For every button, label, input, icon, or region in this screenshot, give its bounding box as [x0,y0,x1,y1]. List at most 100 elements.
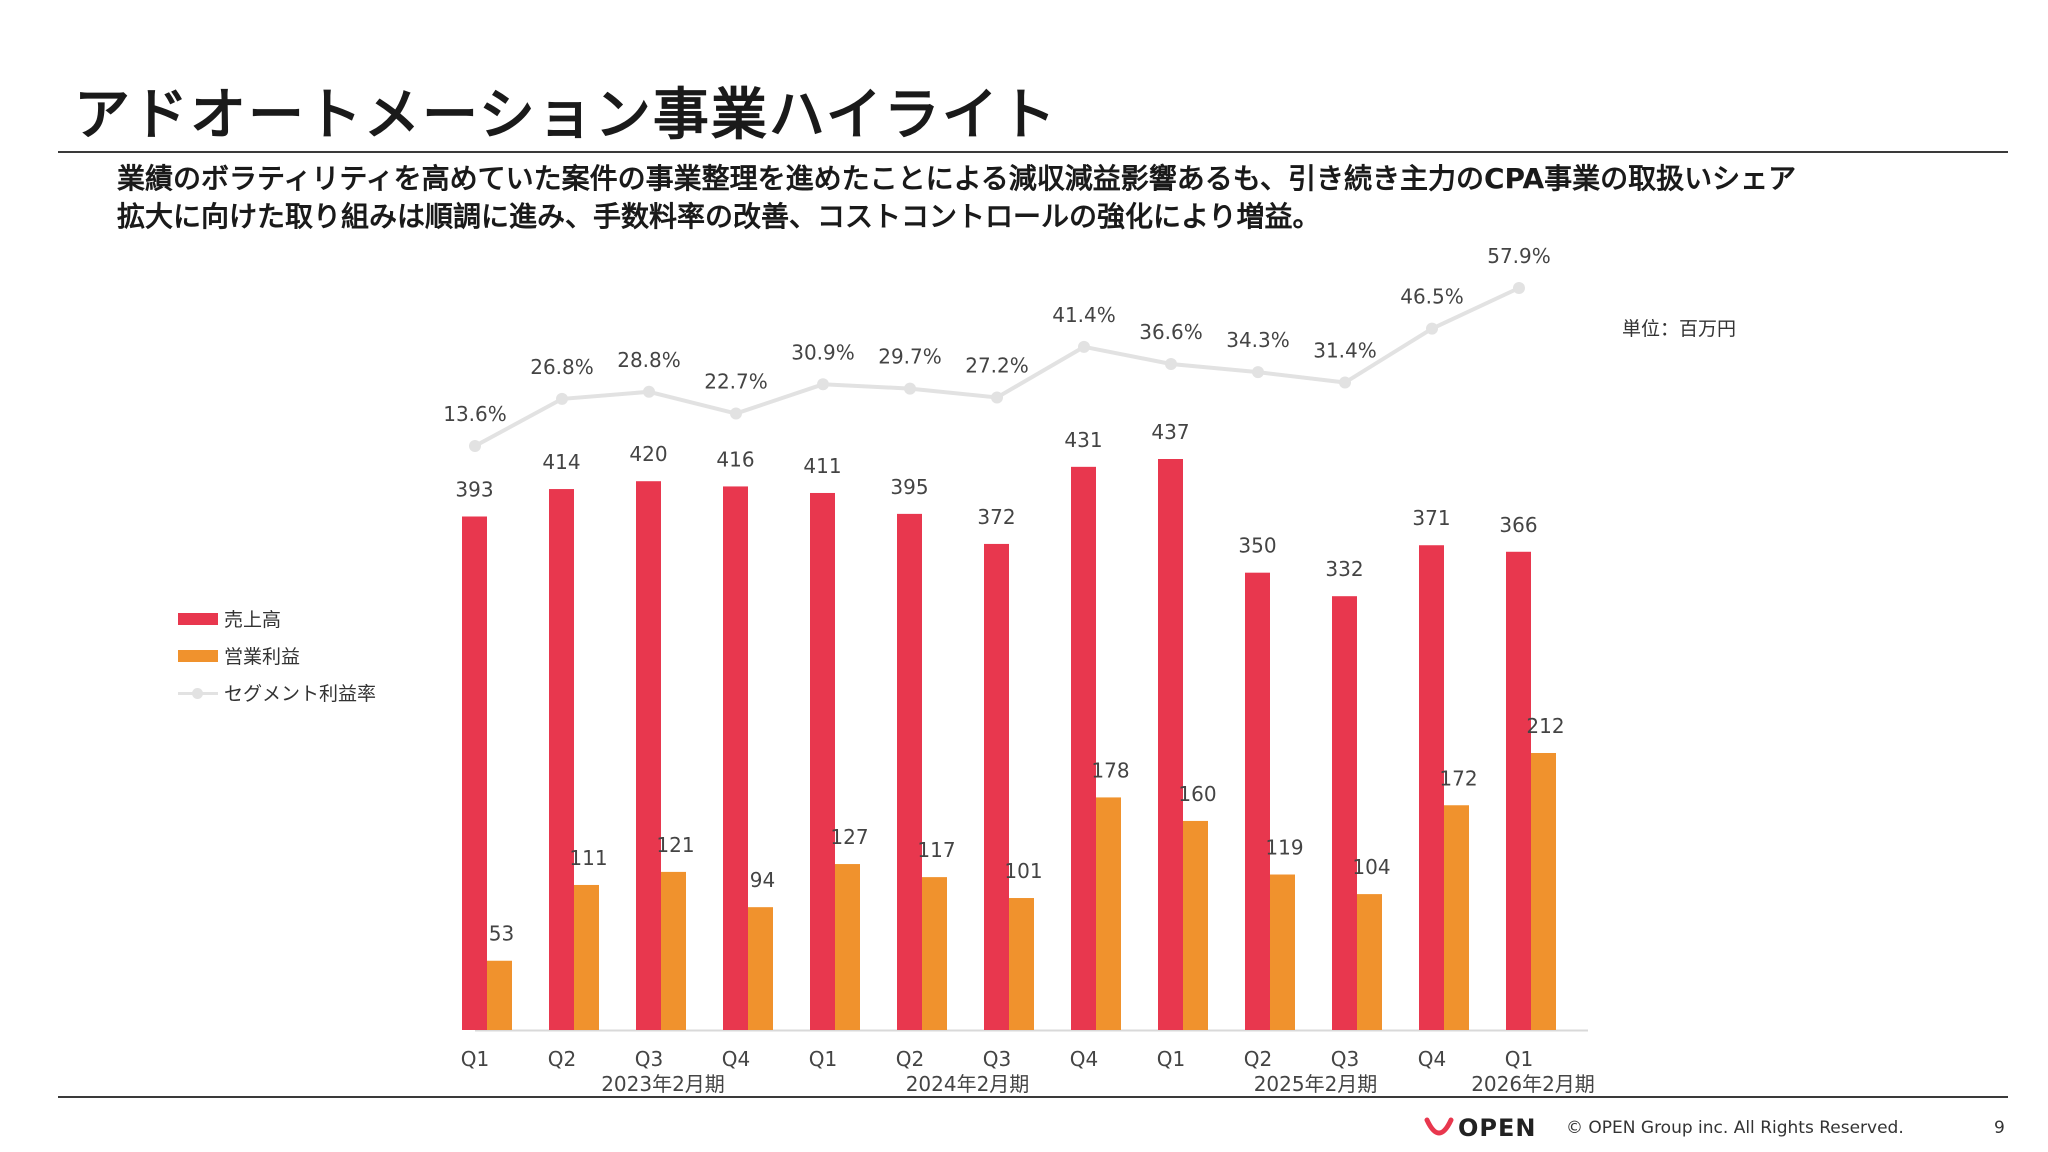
x-tick-label: Q4 [722,1047,750,1071]
operating-profit-data-label: 160 [1178,782,1216,806]
margin-data-label: 28.8% [617,348,681,372]
revenue-bar [1332,596,1357,1030]
margin-data-label: 13.6% [443,402,507,426]
fiscal-year-label: 2023年2月期 [601,1072,725,1096]
x-tick-label: Q1 [461,1047,489,1071]
revenue-data-label: 372 [977,505,1015,529]
operating-profit-data-label: 121 [656,833,694,857]
legend-swatch-margin [178,686,218,700]
copyright: © OPEN Group inc. All Rights Reserved. [1566,1118,1904,1138]
revenue-data-label: 420 [629,442,667,466]
fiscal-year-label: 2025年2月期 [1254,1072,1378,1096]
operating-profit-data-label: 53 [489,922,514,946]
fiscal-year-label: 2026年2月期 [1471,1072,1595,1096]
revenue-data-label: 332 [1325,557,1363,581]
revenue-data-label: 416 [716,447,754,471]
revenue-bar [1419,545,1444,1030]
x-tick-label: Q1 [1157,1047,1185,1071]
margin-point [904,382,916,395]
revenue-bar [897,513,922,1030]
revenue-bar [636,481,661,1030]
x-tick-label: Q3 [635,1047,663,1071]
open-logo: OPEN [1424,1114,1536,1142]
operating-profit-data-label: 127 [830,825,868,849]
margin-data-label: 57.9% [1487,244,1551,268]
operating-profit-data-label: 117 [917,838,955,862]
operating-profit-bar [1096,797,1121,1030]
legend-swatch-revenue [178,612,218,625]
operating-profit-bar [1183,820,1208,1030]
legend-label-revenue: 売上高 [224,609,282,631]
margin-data-label: 29.7% [878,345,942,369]
operating-profit-bar [574,884,599,1030]
revenue-data-label: 414 [542,450,580,474]
operating-profit-bar [1270,874,1295,1030]
open-logo-icon [1424,1117,1454,1136]
margin-data-label: 34.3% [1226,328,1290,352]
revenue-bar [462,516,487,1030]
operating-profit-bar [835,864,860,1030]
revenue-data-label: 371 [1412,506,1450,530]
margin-point [817,378,829,391]
revenue-bar [1245,572,1270,1030]
operating-profit-data-label: 172 [1439,766,1477,790]
legend-item-revenue: 売上高 [178,600,376,637]
revenue-data-label: 350 [1238,534,1276,558]
operating-profit-bar [487,960,512,1030]
revenue-bar [810,492,835,1030]
margin-point [643,385,655,398]
summary-line-2: 拡大に向けた取り組みは順調に進み、手数料率の改善、コストコントロールの強化により… [117,200,1321,233]
revenue-bar [549,489,574,1031]
margin-point [1339,376,1351,389]
margin-data-label: 22.7% [704,370,768,394]
x-tick-label: Q3 [1331,1047,1359,1071]
legend-label-operating-profit: 営業利益 [224,646,301,668]
revenue-data-label: 393 [455,477,493,501]
revenue-data-label: 395 [890,475,928,499]
revenue-bar [984,543,1009,1030]
margin-point [991,391,1003,404]
operating-profit-bar [1009,898,1034,1030]
margin-point [1078,340,1090,353]
page-number: 9 [1994,1118,2005,1138]
summary-line-1: 業績のボラティリティを高めていた案件の事業整理を進めたことによる減収減益影響ある… [117,162,1797,195]
x-tick-label: Q1 [1505,1047,1533,1071]
revenue-bar [723,486,748,1031]
legend-label-margin: セグメント利益率 [224,683,377,705]
revenue-bar [1158,459,1183,1030]
operating-profit-data-label: 101 [1004,859,1042,883]
margin-data-label: 46.5% [1400,285,1464,309]
operating-profit-bar [1531,752,1556,1030]
summary-text: 業績のボラティリティを高めていた案件の事業整理を進めたことによる減収減益影響ある… [117,160,1997,236]
footer-divider [58,1096,2008,1098]
margin-data-label: 31.4% [1313,339,1377,363]
margin-data-label: 27.2% [965,353,1029,377]
operating-profit-data-label: 178 [1091,758,1129,782]
x-tick-label: Q2 [548,1047,576,1071]
x-tick-label: Q2 [896,1047,924,1071]
revenue-bar [1071,466,1096,1030]
logo-text: OPEN [1458,1114,1537,1142]
x-tick-label: Q1 [809,1047,837,1071]
fiscal-year-label: 2024年2月期 [906,1072,1030,1096]
operating-profit-data-label: 212 [1526,714,1564,738]
margin-point [730,407,742,420]
legend-item-operating-profit: 営業利益 [178,637,376,674]
margin-point [1426,322,1438,335]
margin-point [556,392,568,405]
operating-profit-data-label: 119 [1265,836,1303,860]
margin-data-label: 36.6% [1139,320,1203,344]
operating-profit-data-label: 111 [569,846,607,870]
legend-item-margin: セグメント利益率 [178,674,376,711]
legend-swatch-operating-profit [178,649,218,662]
operating-profit-bar [748,907,773,1030]
x-tick-label: Q2 [1244,1047,1272,1071]
operating-profit-bar [661,871,686,1030]
chart-legend: 売上高 営業利益 セグメント利益率 [178,600,376,711]
margin-point [1252,366,1264,379]
operating-profit-data-label: 104 [1352,855,1390,879]
x-tick-label: Q3 [983,1047,1011,1071]
margin-data-label: 41.4% [1052,303,1116,327]
revenue-data-label: 437 [1151,420,1189,444]
